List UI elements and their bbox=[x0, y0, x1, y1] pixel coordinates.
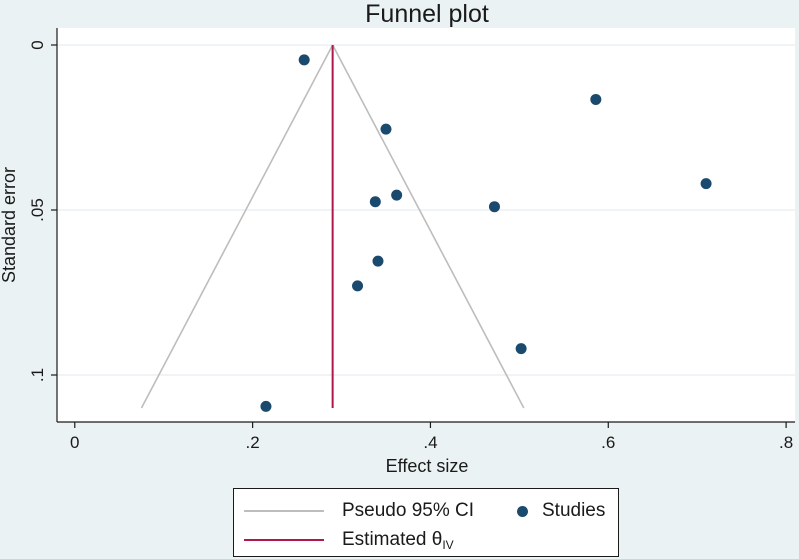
ci-line-left bbox=[140, 44, 334, 409]
study-point-6 bbox=[488, 201, 500, 213]
ci-line-right bbox=[331, 44, 525, 409]
x-axis-label: Effect size bbox=[386, 456, 469, 476]
y-tick-label-0: 0 bbox=[28, 40, 47, 49]
x-tick-label-1: .2 bbox=[246, 433, 260, 452]
x-tick-label-2: .4 bbox=[423, 433, 437, 452]
legend-estimate-swatch bbox=[244, 539, 324, 541]
legend-ci-swatch bbox=[244, 510, 324, 512]
study-point-10 bbox=[260, 400, 272, 412]
legend-estimate-label: Estimated θ bbox=[342, 529, 443, 550]
x-tick-label-0: 0 bbox=[70, 433, 79, 452]
y-tick-label-1: .05 bbox=[28, 198, 47, 222]
chart-title: Funnel plot bbox=[365, 0, 489, 28]
grid-lines bbox=[57, 44, 795, 376]
study-point-7 bbox=[372, 255, 384, 267]
study-point-5 bbox=[369, 196, 381, 208]
legend-item-ci: Pseudo 95% CI bbox=[244, 500, 474, 522]
study-point-4 bbox=[391, 189, 403, 201]
legend-studies-label: Studies bbox=[542, 500, 606, 521]
y-tick-label-2: .1 bbox=[28, 368, 47, 382]
plot-area bbox=[57, 28, 795, 422]
pseudo-ci-lines bbox=[140, 44, 525, 409]
funnel-plot-chart: Funnel plot 0.2.4.6.80.05.1 Effect size … bbox=[0, 0, 795, 476]
x-tick-label-4: .8 bbox=[779, 433, 793, 452]
legend-item-estimate: Estimated θ IV bbox=[244, 529, 454, 552]
study-point-0 bbox=[298, 54, 310, 66]
study-point-3 bbox=[700, 178, 712, 190]
legend-studies-swatch bbox=[517, 505, 528, 517]
legend: Pseudo 95% CI Studies Estimated θ IV bbox=[233, 488, 619, 557]
axes: 0 .2 .4 .6 .8 0 .05 .1 bbox=[28, 28, 795, 452]
study-point-2 bbox=[380, 123, 392, 135]
x-tick-label-3: .6 bbox=[601, 433, 615, 452]
study-point-8 bbox=[352, 280, 364, 292]
study-point-1 bbox=[590, 93, 602, 105]
legend-ci-label: Pseudo 95% CI bbox=[342, 500, 475, 521]
study-point-9 bbox=[515, 343, 527, 355]
legend-item-studies: Studies bbox=[517, 500, 605, 522]
legend-estimate-subscript: IV bbox=[442, 538, 454, 552]
y-axis-label: Standard error bbox=[0, 167, 19, 283]
studies-points bbox=[260, 54, 712, 412]
